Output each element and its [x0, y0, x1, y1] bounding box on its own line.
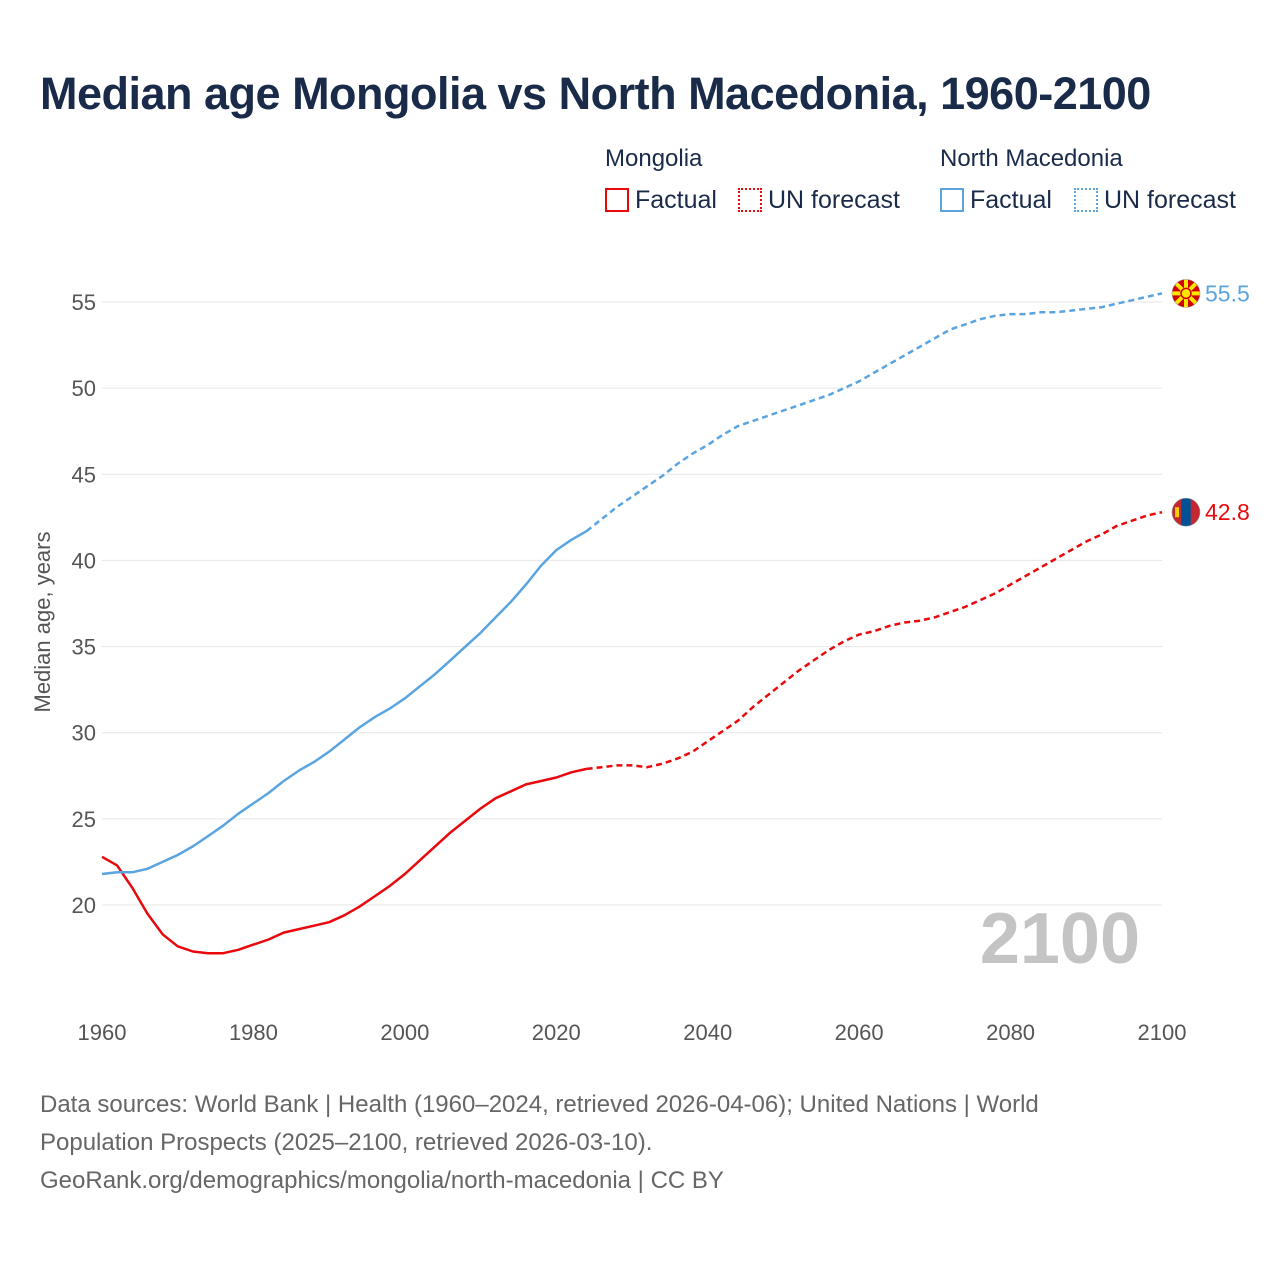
series-mongolia-forecast-line: [586, 510, 1163, 771]
x-tick-label: 2100: [1138, 1020, 1187, 1045]
legend-label: UN forecast: [768, 185, 900, 214]
series-mongolia-end-label: 42.8: [1205, 499, 1250, 525]
footer-line-3[interactable]: GeoRank.org/demographics/mongolia/north-…: [40, 1167, 724, 1194]
series-north-macedonia-factual-line: [101, 530, 588, 876]
x-tick-label: 1980: [229, 1020, 278, 1045]
legend-mongolia-forecast[interactable]: UN forecast: [738, 186, 900, 214]
y-tick-label: 30: [72, 721, 96, 746]
line-chart: 20 25 30 35 40 45 50 55 1960 1980 2000 2020 2040 206…: [30, 279, 1250, 1045]
x-axis-ticks: 1960 1980 2000 2020 2040 2060 2080 2100: [78, 1020, 1187, 1045]
x-tick-label: 2060: [835, 1020, 884, 1045]
gridlines: [102, 301, 1162, 906]
y-tick-label: 55: [72, 290, 96, 315]
y-axis-ticks: 20 25 30 35 40 45 50 55: [72, 290, 96, 918]
legend-swatch-dotted-icon: [738, 188, 762, 212]
x-tick-label: 2080: [986, 1020, 1035, 1045]
y-tick-label: 50: [72, 376, 96, 401]
series-north-macedonia-forecast-line: [585, 292, 1163, 533]
legend-label: Factual: [635, 185, 717, 214]
legend-group-mongolia: Mongolia: [605, 145, 703, 172]
y-axis-label: Median age, years: [30, 532, 55, 713]
x-tick-label: 2000: [380, 1020, 429, 1045]
legend-north-macedonia-factual[interactable]: Factual: [940, 186, 1052, 214]
series-mongolia-factual-line: [101, 767, 587, 955]
legend-label: Factual: [970, 185, 1052, 214]
series-north-macedonia-end-label: 55.5: [1205, 280, 1250, 306]
x-tick-label: 2020: [532, 1020, 581, 1045]
end-markers: 42.8 55.5: [1171, 279, 1250, 527]
footer-sources: Data sources: World Bank | Health (1960–…: [40, 1086, 1220, 1200]
year-watermark: 2100: [980, 899, 1140, 979]
y-tick-label: 45: [72, 462, 96, 487]
y-tick-label: 40: [72, 548, 96, 573]
footer-line-2: Population Prospects (2025–2100, retriev…: [40, 1129, 653, 1156]
y-tick-label: 25: [72, 807, 96, 832]
legend-group-north-macedonia: North Macedonia: [940, 145, 1123, 172]
footer-line-1: Data sources: World Bank | Health (1960–…: [40, 1091, 1039, 1118]
y-tick-label: 35: [72, 635, 96, 660]
x-tick-label: 1960: [78, 1020, 127, 1045]
legend-swatch-solid-icon: [940, 188, 964, 212]
legend-swatch-solid-icon: [605, 188, 629, 212]
series-lines: [101, 292, 1163, 955]
legend-mongolia-factual[interactable]: Factual: [605, 186, 717, 214]
legend-label: UN forecast: [1104, 185, 1236, 214]
mongolia-flag-icon: [1171, 497, 1201, 527]
legend-north-macedonia-forecast[interactable]: UN forecast: [1074, 186, 1236, 214]
y-tick-label: 20: [72, 893, 96, 918]
chart-title: Median age Mongolia vs North Macedonia, …: [40, 68, 1151, 119]
north-macedonia-flag-icon: [1171, 279, 1201, 308]
legend-swatch-dotted-icon: [1074, 188, 1098, 212]
x-tick-label: 2040: [683, 1020, 732, 1045]
